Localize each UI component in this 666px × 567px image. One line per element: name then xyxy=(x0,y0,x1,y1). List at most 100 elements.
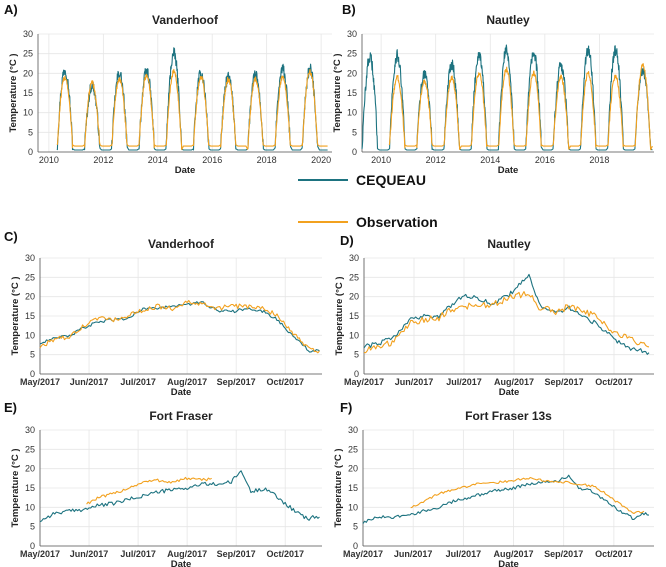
panel-label: C) xyxy=(4,229,18,244)
x-tick-label: 2016 xyxy=(202,155,222,165)
x-tick-label: May/2017 xyxy=(344,377,384,387)
chart-title: Fort Fraser xyxy=(149,409,213,423)
panel-label: D) xyxy=(340,233,354,248)
x-tick-label: Aug/2017 xyxy=(167,549,207,559)
series-line-cequeau xyxy=(39,470,320,523)
chart-panel-5: E) Fort Fraser 0 5 10 15 20 25 30 May/2017 Jun/201… xyxy=(4,400,322,567)
x-axis-label: Date xyxy=(498,559,519,567)
y-tick-label: 0 xyxy=(353,541,358,551)
chart-panel-6: F) Fort Fraser 13s 0 5 10 15 20 25 30 May/2017 Jun… xyxy=(333,400,654,567)
chart-title: Vanderhoof xyxy=(148,237,215,251)
y-tick-label: 25 xyxy=(349,272,359,282)
y-tick-label: 0 xyxy=(354,369,359,379)
y-tick-label: 5 xyxy=(354,350,359,360)
series-line-observation xyxy=(410,476,645,515)
y-tick-label: 5 xyxy=(28,127,33,137)
legend-item-observation: Observation xyxy=(298,214,438,230)
y-tick-label: 15 xyxy=(25,311,35,321)
x-tick-label: 2012 xyxy=(426,155,446,165)
x-tick-label: Sep/2017 xyxy=(217,377,256,387)
series-line-observation xyxy=(388,63,653,151)
chart-title: Fort Fraser 13s xyxy=(465,409,552,423)
y-tick-label: 10 xyxy=(349,330,359,340)
y-axis-label: Temperature (°C ) xyxy=(8,53,19,132)
y-tick-label: 15 xyxy=(349,311,359,321)
y-tick-label: 0 xyxy=(30,369,35,379)
y-tick-label: 15 xyxy=(25,483,35,493)
y-axis-label: Temperature (°C ) xyxy=(334,276,345,355)
series-line-observation xyxy=(39,299,320,354)
y-tick-label: 30 xyxy=(23,29,33,39)
x-tick-label: 2018 xyxy=(589,155,609,165)
legend-label-cequeau: CEQUEAU xyxy=(356,172,426,188)
x-tick-label: 2010 xyxy=(39,155,59,165)
x-tick-label: Jul/2017 xyxy=(446,549,482,559)
x-tick-label: Sep/2017 xyxy=(217,549,256,559)
x-tick-label: 2018 xyxy=(257,155,277,165)
panel-label: B) xyxy=(342,2,356,17)
y-tick-label: 30 xyxy=(25,425,35,435)
x-tick-label: 2020 xyxy=(311,155,331,165)
y-tick-label: 10 xyxy=(25,330,35,340)
x-tick-label: Oct/2017 xyxy=(266,377,304,387)
y-tick-label: 5 xyxy=(30,522,35,532)
y-tick-label: 20 xyxy=(347,68,357,78)
y-tick-label: 15 xyxy=(23,88,33,98)
x-axis-label: Date xyxy=(175,165,196,176)
y-tick-label: 15 xyxy=(348,483,358,493)
x-tick-label: May/2017 xyxy=(343,549,383,559)
x-tick-label: Oct/2017 xyxy=(595,549,633,559)
x-tick-label: 2010 xyxy=(371,155,391,165)
series-line-observation xyxy=(56,68,328,151)
y-tick-label: 30 xyxy=(349,253,359,263)
y-tick-label: 10 xyxy=(23,108,33,118)
panel-label: E) xyxy=(4,400,17,415)
chart-panel-4: D) Nautley 0 5 10 15 20 25 30 May/2017 Jun/2017 Jul… xyxy=(334,233,654,398)
x-tick-label: 2014 xyxy=(148,155,168,165)
x-tick-label: Aug/2017 xyxy=(494,377,534,387)
legend-item-cequeau: CEQUEAU xyxy=(298,172,426,188)
series-line-observation xyxy=(363,291,650,354)
y-tick-label: 30 xyxy=(25,253,35,263)
y-tick-label: 10 xyxy=(348,502,358,512)
x-tick-label: Jul/2017 xyxy=(120,549,156,559)
y-tick-label: 20 xyxy=(25,292,35,302)
x-tick-label: Jun/2017 xyxy=(395,377,434,387)
x-axis-label: Date xyxy=(171,387,192,398)
y-axis-label: Temperature (°C ) xyxy=(333,448,344,527)
y-tick-label: 20 xyxy=(348,464,358,474)
y-tick-label: 25 xyxy=(347,49,357,59)
chart-panel-2: B) Nautley 0 5 10 15 20 25 30 2010 2012 2014 2016 201… xyxy=(332,2,654,176)
x-tick-label: Sep/2017 xyxy=(544,549,583,559)
y-axis-label: Temperature (°C ) xyxy=(10,448,21,527)
chart-panel-1: A) Vanderhoof 0 5 10 15 20 25 30 2010 2012 2014 2016… xyxy=(4,2,332,176)
panel-label: A) xyxy=(4,2,18,17)
x-tick-label: Jun/2017 xyxy=(70,549,109,559)
y-tick-label: 25 xyxy=(23,49,33,59)
series-line-cequeau xyxy=(363,273,650,355)
x-tick-label: May/2017 xyxy=(20,549,60,559)
x-tick-label: 2014 xyxy=(480,155,500,165)
legend-label-observation: Observation xyxy=(356,214,438,230)
y-tick-label: 15 xyxy=(347,88,357,98)
x-tick-label: Jun/2017 xyxy=(394,549,433,559)
chart-title: Nautley xyxy=(487,237,531,251)
legend: CEQUEAU Observation xyxy=(298,172,438,230)
series-line-cequeau xyxy=(361,44,653,151)
y-tick-label: 20 xyxy=(23,68,33,78)
x-axis-label: Date xyxy=(171,559,192,567)
x-tick-label: Jun/2017 xyxy=(70,377,109,387)
y-axis-label: Temperature (°C ) xyxy=(332,53,343,132)
x-tick-label: Sep/2017 xyxy=(544,377,583,387)
y-tick-label: 10 xyxy=(25,502,35,512)
x-axis-label: Date xyxy=(499,387,520,398)
y-tick-label: 25 xyxy=(348,444,358,454)
y-tick-label: 30 xyxy=(348,425,358,435)
panel-label: F) xyxy=(340,400,352,415)
x-tick-label: 2016 xyxy=(535,155,555,165)
y-tick-label: 0 xyxy=(352,147,357,157)
x-tick-label: 2012 xyxy=(93,155,113,165)
y-tick-label: 30 xyxy=(347,29,357,39)
